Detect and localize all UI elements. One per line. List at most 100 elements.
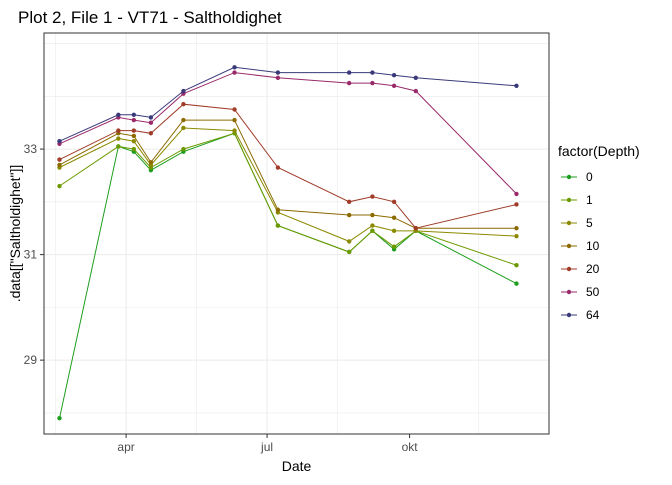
data-point (116, 144, 121, 149)
data-point (346, 80, 352, 86)
data-point (346, 199, 352, 205)
legend-label: 10 (586, 239, 600, 253)
legend-label: 5 (586, 216, 593, 230)
data-point (514, 83, 519, 88)
axes: 29 31 33 apr jul okt (24, 142, 419, 454)
legend-key-point (566, 289, 572, 295)
legend: factor(Depth) 0 1 5 10 20 50 64 (558, 143, 640, 322)
x-axis-label: Date (282, 458, 312, 474)
data-point (181, 146, 186, 152)
legend-label: 20 (586, 262, 600, 276)
data-point (148, 120, 154, 125)
legend-item-5: 5 (561, 216, 593, 230)
data-point (413, 88, 418, 94)
data-point (148, 131, 154, 136)
data-point (391, 244, 397, 249)
series-line-5 (59, 127, 517, 242)
data-point (370, 212, 375, 218)
data-point (514, 226, 519, 231)
legend-item-50: 50 (561, 285, 600, 299)
data-point (57, 183, 62, 189)
data-point (514, 262, 519, 268)
series-layer (57, 65, 519, 421)
series-line-64 (59, 66, 517, 142)
legend-key-point (566, 266, 572, 272)
series-line-1 (59, 132, 517, 266)
data-point (232, 65, 237, 70)
legend-label: 50 (586, 285, 600, 299)
data-point (57, 157, 62, 162)
data-point (514, 191, 519, 197)
series-10 (57, 117, 519, 231)
data-point (131, 112, 137, 117)
data-point (116, 136, 121, 141)
legend-label: 1 (586, 193, 593, 207)
series-5 (57, 125, 519, 244)
x-tick-label: apr (117, 440, 134, 454)
series-line-10 (59, 119, 517, 229)
series-line-50 (59, 72, 517, 195)
data-point (275, 165, 281, 170)
legend-key-point (566, 174, 572, 180)
x-tick-label: jul (260, 440, 273, 454)
data-point (346, 239, 352, 244)
data-point (275, 207, 281, 212)
legend-item-10: 10 (561, 239, 600, 253)
data-point (370, 80, 375, 86)
data-point (391, 199, 397, 205)
data-point (275, 223, 281, 228)
data-point (116, 128, 121, 133)
series-line-20 (59, 103, 517, 229)
data-point (346, 212, 352, 218)
plot-panel-border (43, 32, 550, 435)
data-point (181, 88, 186, 94)
data-point (131, 146, 137, 152)
data-point (57, 415, 62, 421)
x-tick-label: okt (402, 440, 419, 454)
data-point (232, 117, 237, 123)
data-point (413, 75, 418, 81)
data-point (131, 128, 137, 133)
legend-item-1: 1 (561, 193, 593, 207)
data-point (346, 70, 352, 75)
data-point (370, 223, 375, 228)
data-point (370, 194, 375, 199)
y-tick-label: 29 (24, 353, 38, 367)
legend-item-0: 0 (561, 170, 593, 184)
grid (44, 33, 549, 434)
data-point (514, 202, 519, 207)
data-point (275, 75, 281, 81)
data-point (181, 117, 186, 123)
data-point (57, 162, 62, 168)
data-point (131, 133, 137, 139)
data-point (275, 70, 281, 75)
data-point (391, 83, 397, 88)
data-point (181, 102, 186, 107)
data-point (391, 215, 397, 220)
data-point (148, 115, 154, 120)
data-point (131, 117, 137, 123)
data-point (181, 125, 186, 131)
legend-label: 64 (586, 308, 600, 322)
legend-key-point (566, 312, 572, 318)
data-point (514, 233, 519, 239)
y-tick-label: 33 (24, 142, 38, 156)
series-line-0 (59, 132, 517, 419)
chart-title: Plot 2, File 1 - VT71 - Saltholdighet (18, 8, 282, 27)
data-point (514, 281, 519, 286)
data-point (232, 70, 237, 75)
data-point (148, 160, 154, 165)
legend-label: 0 (586, 170, 593, 184)
data-point (370, 228, 375, 234)
data-point (131, 138, 137, 144)
data-point (116, 112, 121, 117)
data-point (232, 128, 237, 133)
y-tick-label: 31 (24, 248, 38, 262)
legend-key-point (566, 220, 572, 226)
legend-title: factor(Depth) (558, 143, 640, 159)
data-point (57, 138, 62, 144)
data-point (391, 73, 397, 78)
data-point (232, 107, 237, 112)
